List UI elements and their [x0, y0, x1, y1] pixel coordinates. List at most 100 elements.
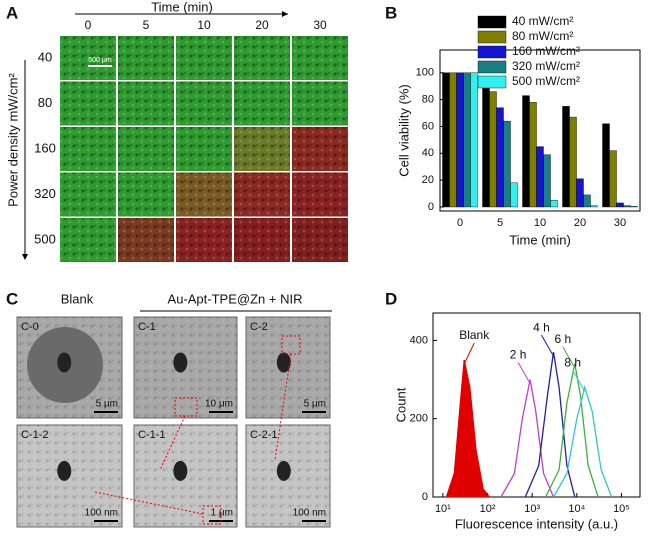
legend-swatch	[477, 30, 507, 44]
texture	[176, 218, 232, 262]
bar	[482, 84, 490, 208]
particle	[57, 460, 72, 481]
bar	[609, 150, 617, 208]
bar	[590, 205, 598, 208]
texture	[60, 218, 116, 262]
arrow-head	[282, 11, 288, 17]
texture	[118, 218, 174, 262]
image-label: C-2	[250, 321, 268, 333]
bar	[442, 72, 450, 208]
texture	[292, 218, 348, 262]
arrow-head	[22, 254, 28, 260]
bar	[503, 120, 511, 208]
zoom-line	[274, 353, 292, 461]
bar	[623, 205, 631, 208]
bar	[522, 95, 530, 208]
legend-swatch	[477, 15, 507, 29]
bar	[562, 106, 570, 208]
legend-swatch	[477, 45, 507, 59]
histogram	[500, 379, 555, 498]
row-label: 160	[34, 140, 56, 155]
image-label: C-2-1	[250, 429, 278, 441]
row-label: 320	[34, 186, 56, 201]
particle	[57, 352, 72, 373]
particle	[173, 460, 188, 481]
y-tick-label: 100	[416, 67, 434, 79]
legend-label: 500 mW/cm²	[512, 74, 580, 88]
histogram	[524, 351, 576, 498]
bar	[510, 182, 518, 208]
legend-label: 160 mW/cm²	[512, 44, 580, 58]
bar	[616, 202, 624, 208]
scale-label: 100 nm	[85, 508, 118, 519]
legend-swatch	[477, 60, 507, 74]
y-tick-label: 40	[422, 147, 434, 159]
y-tick-label: 20	[422, 174, 434, 186]
scale-label: 1 μm	[211, 508, 233, 519]
y-axis-label: Count	[393, 387, 408, 422]
image-label: C-1-1	[138, 429, 166, 441]
series-label: 6 h	[554, 332, 571, 346]
a-y-label: Power density mW/cm²	[5, 73, 20, 207]
x-tick-label: 10⁴	[568, 503, 585, 515]
texture	[60, 172, 116, 217]
bar	[576, 178, 584, 208]
scale-label: 500 μm	[88, 57, 112, 64]
bar	[630, 206, 638, 208]
texture	[118, 81, 174, 126]
c-group-label: Au-Apt-TPE@Zn + NIR	[168, 291, 303, 306]
texture	[60, 127, 116, 171]
texture	[60, 81, 116, 126]
bar	[449, 72, 457, 208]
x-tick-label: 10⁵	[613, 503, 630, 515]
texture	[118, 36, 174, 80]
x-tick-label: 10¹	[435, 503, 451, 515]
column-label: 5	[143, 18, 150, 32]
legend-swatch	[477, 75, 507, 89]
bar	[463, 72, 471, 208]
label-arrow	[562, 346, 576, 369]
y-axis-label: Cell viability (%)	[396, 84, 411, 176]
bar	[543, 154, 551, 208]
texture	[176, 127, 232, 171]
texture	[118, 172, 174, 217]
series-label: 8 h	[564, 356, 581, 370]
texture	[234, 81, 290, 126]
legend-label: 80 mW/cm²	[512, 29, 573, 43]
column-label: 30	[313, 18, 327, 32]
x-tick-label: 10²	[480, 503, 496, 515]
x-tick-label: 10	[534, 217, 546, 229]
legend-label: 320 mW/cm²	[512, 59, 580, 73]
panel-letter: C	[6, 289, 18, 308]
particle	[173, 352, 188, 373]
scale-label: 100 nm	[293, 508, 326, 519]
a-title: Time (min)	[151, 0, 213, 14]
texture	[292, 127, 348, 171]
bar	[529, 102, 537, 208]
label-arrow	[517, 362, 531, 384]
texture	[292, 172, 348, 217]
histogram	[545, 363, 599, 498]
row-label: 80	[38, 95, 52, 110]
bar	[496, 107, 504, 208]
label-arrow	[463, 342, 475, 365]
bar	[583, 194, 591, 208]
histogram	[552, 385, 613, 498]
bar	[456, 72, 464, 208]
column-label: 20	[255, 18, 269, 32]
texture	[176, 81, 232, 126]
x-axis-label: Time (min)	[509, 232, 571, 247]
texture	[234, 127, 290, 171]
y-tick-label: 200	[410, 413, 428, 425]
panel-letter: B	[385, 3, 397, 22]
texture	[292, 81, 348, 126]
axes	[439, 49, 641, 212]
scale-label: 5 μm	[304, 399, 326, 410]
series-label: 2 h	[510, 348, 527, 362]
texture	[234, 36, 290, 80]
y-tick-label: 60	[422, 120, 434, 132]
texture	[234, 218, 290, 262]
image-label: C-1-2	[21, 429, 49, 441]
label-arrow	[572, 370, 586, 392]
